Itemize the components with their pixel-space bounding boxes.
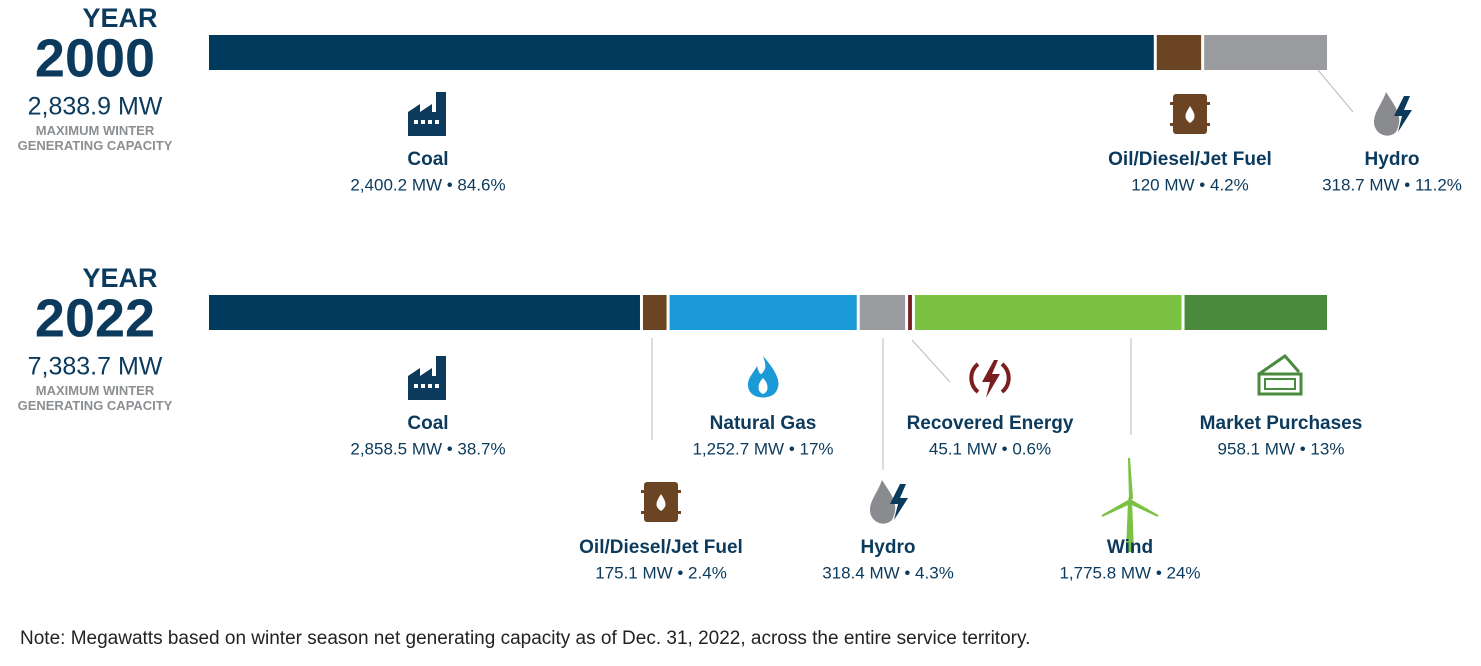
icon-part [758,378,768,394]
bar-segment [1204,35,1327,70]
segment-value-label: 45.1 MW • 0.6% [929,439,1051,458]
icon-part [1257,372,1303,396]
icon [870,480,908,524]
icon-part [414,120,418,124]
icon-part [870,480,896,524]
segment-value-label: 1,252.7 MW • 17% [692,439,833,458]
bar-segment [908,295,912,330]
icon-part [421,384,425,388]
icon [408,356,446,400]
chart-title: YEAR [82,3,157,33]
icon-part [435,384,439,388]
segment-value-label: 318.4 MW • 4.3% [822,563,954,582]
icon-part [1170,102,1210,105]
chart-title: YEAR [82,263,157,293]
segment-value-label: 175.1 MW • 2.4% [595,563,727,582]
segment-value-label: 120 MW • 4.2% [1131,175,1248,194]
segment-name: Oil/Diesel/Jet Fuel [579,537,743,558]
icon-part [1264,378,1296,390]
bar-segment [1184,295,1327,330]
segment-value-label: 1,775.8 MW • 24% [1059,563,1200,582]
icon-part [641,490,681,493]
segment-name: Market Purchases [1200,413,1363,434]
icon-part [414,384,418,388]
segment-value-label: 318.7 MW • 11.2% [1322,175,1462,194]
segment-value-label: 2,858.5 MW • 38.7% [350,439,505,458]
icon [969,360,1011,398]
segment-value-label: 2,400.2 MW • 84.6% [350,175,505,194]
segment-name: Hydro [861,537,916,558]
icon-part [1258,354,1301,376]
icon-part [408,356,446,400]
icon [1374,92,1412,136]
icon [1101,457,1159,552]
segment-name: Recovered Energy [907,413,1074,434]
icon-part [747,356,779,398]
bar-segment [859,295,906,330]
leader-line [1317,69,1354,113]
total-label: 7,383.7 MW [28,353,163,381]
icon-part [656,494,666,511]
caption: MAXIMUM WINTER GENERATING CAPACITY [17,123,173,153]
icon-part [982,360,1000,398]
total-label: 2,838.9 MW [28,93,163,121]
segment-name: Oil/Diesel/Jet Fuel [1108,149,1272,170]
icon-part [969,362,1011,394]
icon [1257,354,1303,396]
bar-segment [669,295,857,330]
icon-part [1394,96,1412,132]
segment-value-label: 958.1 MW • 13% [1218,439,1345,458]
segment-name: Hydro [1365,149,1420,170]
bar-segment [642,295,667,330]
segment-name: Natural Gas [710,413,817,434]
leader-line [911,339,951,383]
icon-part [890,484,908,520]
bar-segment [914,295,1182,330]
icon-part [1101,457,1159,517]
segment-name: Wind [1107,537,1153,558]
bar-segment [209,295,640,330]
chart-subtitle: 2000 [35,28,155,88]
bar-segment [209,35,1154,70]
icon-part [435,120,439,124]
chart-subtitle: 2022 [35,288,155,348]
icon-part [428,120,432,124]
bar-segment [1156,35,1202,70]
caption: MAXIMUM WINTER GENERATING CAPACITY [17,383,173,413]
icon-part [641,511,681,514]
segment-name: Coal [407,149,448,170]
icon-part [1170,123,1210,126]
icon [408,92,446,136]
icon-part [1374,92,1400,136]
icon-part [408,92,446,136]
segment-name: Coal [407,413,448,434]
icon [641,482,681,522]
icon-part [1185,106,1195,123]
note: Note: Megawatts based on winter season n… [20,628,1031,649]
icon [1170,94,1210,134]
icon [747,356,779,398]
icon-part [421,120,425,124]
icon-part [1126,500,1134,552]
icon-part [428,384,432,388]
